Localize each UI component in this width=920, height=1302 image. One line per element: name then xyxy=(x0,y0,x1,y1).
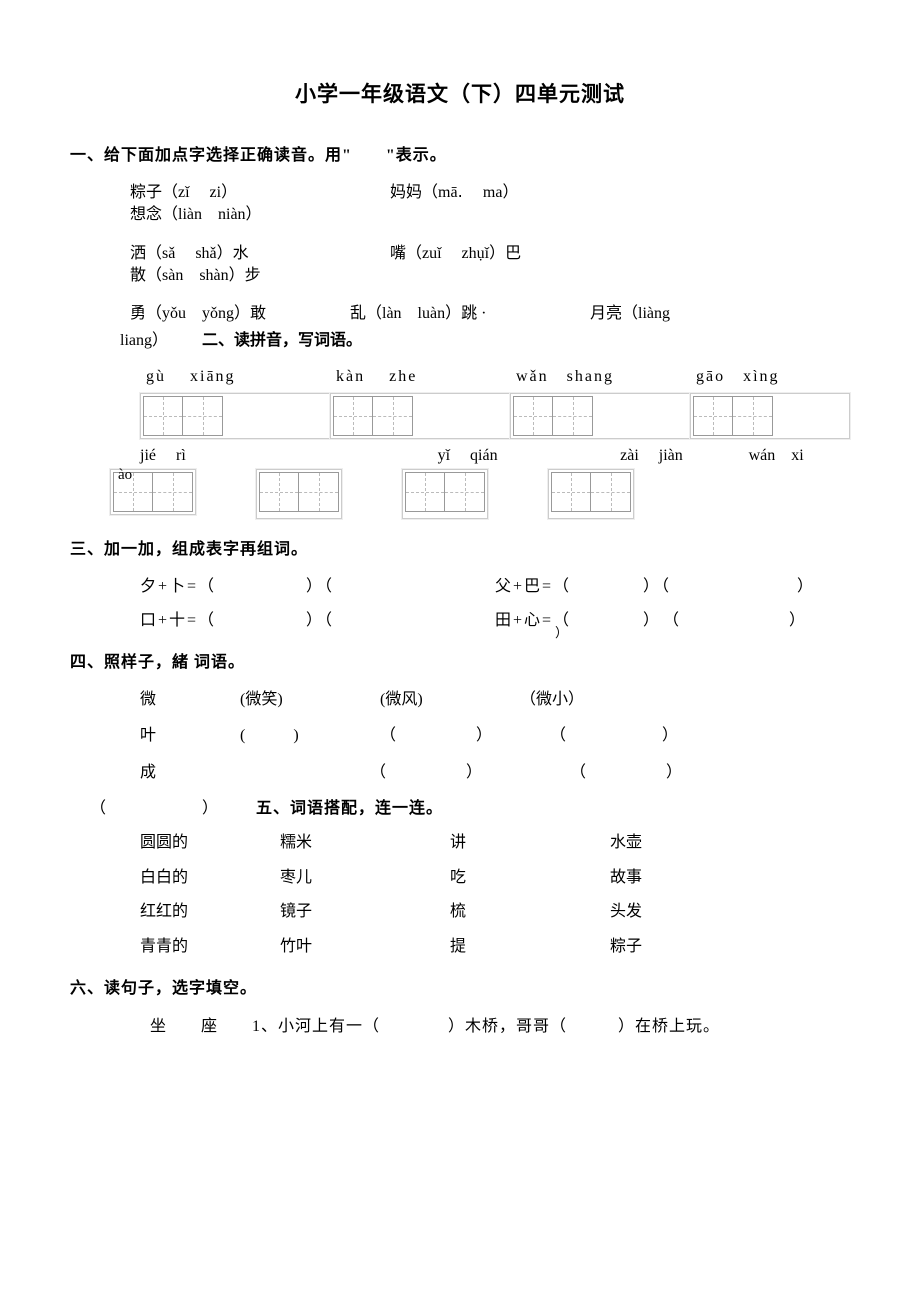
s5-cell: 故事 xyxy=(610,867,730,889)
s4-r2-a: ( ) xyxy=(240,725,380,747)
s2-p7: zài jiàn xyxy=(620,445,748,467)
section-5-heading: 五、词语搭配，连一连。 xyxy=(256,800,443,817)
s1-row3: 勇（yǒu yǒng）敢 乱（làn luàn）跳 · 月亮（liàng xyxy=(130,303,850,325)
section-6-heading: 六、读句子，选字填空。 xyxy=(70,978,850,1000)
s4-trail: （ ） xyxy=(90,800,218,817)
s1-r1b: 妈妈（mā․ ma） xyxy=(390,182,670,204)
s4-r1-a: (微笑) xyxy=(240,689,380,711)
section-1-heading: 一、给下面加点字选择正确读音。用" "表示。 xyxy=(70,145,850,167)
s2-p4: gāo xìng xyxy=(690,366,850,388)
s5-cell: 提 xyxy=(450,936,610,958)
s5-cell: 讲 xyxy=(450,832,610,854)
s4-row1: 微 (微笑) (微风) （微小） xyxy=(140,689,850,711)
s4-row3: 成 （ ） （ ） xyxy=(140,762,850,784)
s5-cell: 青青的 xyxy=(140,936,280,958)
s5-cell: 糯米 xyxy=(280,832,450,854)
s5-row: 白白的枣儿吃故事 xyxy=(140,867,850,889)
s3-row1: 夕+卜=（ ）（ 父+巴=（ ）（ ） xyxy=(140,576,850,598)
section-2-heading: 二、读拼音，写词语。 xyxy=(202,332,362,349)
s4-r2-c: （ ） xyxy=(550,725,750,747)
s3-row2: 口+十=（ ）（ 田+心=（ ） （ ） ） xyxy=(140,610,850,632)
section-4-heading: 四、照样子，緒 词语。 xyxy=(70,652,850,674)
s5-cell: 头发 xyxy=(610,901,730,923)
s4-r3-c: （ ） xyxy=(570,762,740,784)
s1-r2b: 嘴（zuǐ zhụǐ）巴 xyxy=(390,243,670,265)
section-3-heading: 三、加一加，组成表字再组词。 xyxy=(70,539,850,561)
s1-r3b: 乱（làn luàn）跳 · xyxy=(350,303,590,325)
s5-table: 圆圆的糯米讲水壶白白的枣儿吃故事红红的镜子梳头发青青的竹叶提粽子 xyxy=(70,832,850,958)
s2-p3: wǎn shang xyxy=(510,366,690,388)
s4-r2-hz: 叶 xyxy=(140,725,240,747)
s5-row: 青青的竹叶提粽子 xyxy=(140,936,850,958)
s1-r2a: 洒（sǎ shǎ）水 xyxy=(130,243,390,265)
s2-p2: kàn zhe xyxy=(330,366,510,388)
s1-r1c: 想念（liàn niàn） xyxy=(130,204,330,226)
s2-p8: wán xi xyxy=(749,445,850,467)
s4-r2-b: （ ） xyxy=(380,725,550,747)
s4-r1-b: (微风) xyxy=(380,689,520,711)
s1-row1: 粽子（zǐ zi） 妈妈（mā․ ma） 想念（liàn niàn） xyxy=(130,182,850,227)
s3-r2-sub: ） xyxy=(555,624,570,642)
s5-row: 红红的镜子梳头发 xyxy=(140,901,850,923)
s2-row2-labels: jié rì yǐ qián zài jiàn wán xi xyxy=(140,445,850,467)
s3-r1: 父+巴=（ ）（ ） xyxy=(495,576,850,598)
s5-cell: 梳 xyxy=(450,901,610,923)
s5-cell: 白白的 xyxy=(140,867,280,889)
s5-row: 圆圆的糯米讲水壶 xyxy=(140,832,850,854)
s2-row1: gù xiāng kàn zhe wǎn shang gāo xìng xyxy=(140,366,850,438)
s1-r3c: 月亮（liàng xyxy=(590,303,790,325)
s3-r2-text: 田+心=（ ） （ ） xyxy=(495,612,807,629)
s5-cell: 粽子 xyxy=(610,936,730,958)
s3-l2: 口+十=（ ）（ xyxy=(140,610,495,632)
s5-cell: 水壶 xyxy=(610,832,730,854)
s1-liang-tail: liang） xyxy=(120,332,168,349)
s2-p5a: jié rì xyxy=(140,445,208,467)
s5-cell: 镜子 xyxy=(280,901,450,923)
s1-r2c: 散（sàn shàn）步 xyxy=(130,265,330,287)
s1-row2: 洒（sǎ shǎ）水 嘴（zuǐ zhụǐ）巴 散（sàn shàn）步 xyxy=(130,243,850,288)
s5-cell: 竹叶 xyxy=(280,936,450,958)
s4-row2: 叶 ( ) （ ） （ ） xyxy=(140,725,850,747)
s1-r3a: 勇（yǒu yǒng）敢 xyxy=(130,303,350,325)
s4-r1-hz: 微 xyxy=(140,689,240,711)
s2-p5b-ao: ào xyxy=(118,465,132,486)
s5-cell: 枣儿 xyxy=(280,867,450,889)
s4-r3-b: （ ） xyxy=(370,762,570,784)
s2-row2-boxes: ào xyxy=(110,469,850,519)
s6-line1: 坐 座 1、小河上有一（ ）木桥，哥哥（ ）在桥上玩。 xyxy=(150,1016,850,1038)
page-title: 小学一年级语文（下）四单元测试 xyxy=(70,80,850,109)
s1-r1a: 粽子（zǐ zi） xyxy=(130,182,390,204)
s3-l1: 夕+卜=（ ）（ xyxy=(140,576,495,598)
s5-cell: 圆圆的 xyxy=(140,832,280,854)
s5-cell: 吃 xyxy=(450,867,610,889)
s3-r2: 田+心=（ ） （ ） ） xyxy=(495,610,850,632)
s2-p1: gù xiāng xyxy=(140,366,330,388)
s2-p6: yǐ qián xyxy=(208,445,621,467)
s4-r1-c: （微小） xyxy=(520,689,660,711)
s4-r3-hz: 成 xyxy=(140,762,240,784)
s4-s5-line: （ ） 五、词语搭配，连一连。 xyxy=(80,798,850,820)
s5-cell: 红红的 xyxy=(140,901,280,923)
